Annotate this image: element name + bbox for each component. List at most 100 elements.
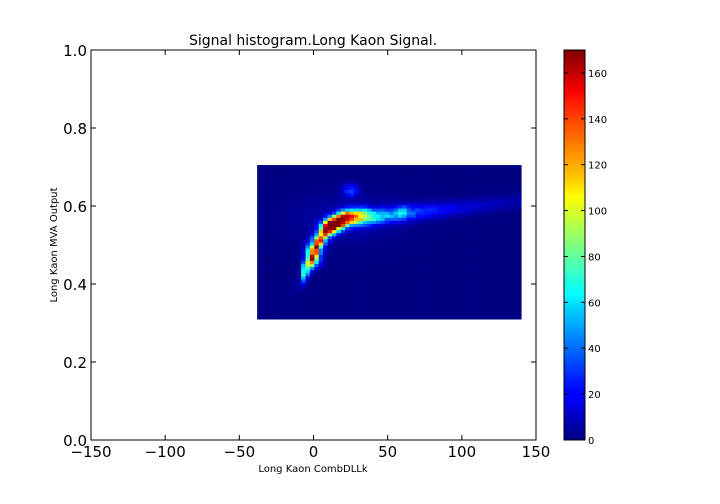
heatmap-cell	[415, 189, 421, 194]
heatmap-cell	[375, 165, 381, 169]
heatmap-cell	[402, 186, 408, 191]
heatmap-cell	[415, 165, 421, 169]
heatmap-cell	[292, 205, 298, 209]
heatmap-cell	[270, 168, 276, 172]
heatmap-cell	[336, 177, 342, 181]
heatmap-cell	[419, 171, 425, 175]
heatmap-cell	[301, 275, 306, 280]
heatmap-cell	[428, 220, 434, 224]
heatmap-cell	[323, 272, 328, 277]
heatmap-cell	[411, 263, 416, 268]
heatmap-cell	[345, 269, 350, 274]
heatmap-cell	[362, 186, 368, 191]
heatmap-cell	[437, 300, 443, 305]
heatmap-cell	[450, 257, 456, 261]
heatmap-cell	[393, 242, 399, 246]
heatmap-cell	[441, 306, 447, 311]
heatmap-cell	[397, 214, 403, 218]
heatmap-cell	[305, 174, 311, 178]
heatmap-cell	[419, 220, 425, 224]
heatmap-cell	[428, 248, 434, 252]
heatmap-cell	[406, 171, 412, 175]
heatmap-cell	[459, 186, 465, 191]
heatmap-cell	[516, 235, 522, 240]
heatmap-cell	[516, 226, 522, 231]
heatmap-cell	[485, 208, 491, 212]
heatmap-cell	[455, 214, 460, 218]
heatmap-cell	[433, 211, 438, 215]
heatmap-cell	[279, 248, 284, 252]
heatmap-cell	[362, 269, 368, 274]
heatmap-cell	[441, 220, 447, 224]
heatmap-cell	[455, 245, 460, 249]
heatmap-cell	[415, 186, 421, 191]
heatmap-cell	[380, 205, 386, 209]
heatmap-cell	[345, 248, 350, 252]
heatmap-cell	[318, 312, 324, 317]
heatmap-cell	[411, 214, 416, 218]
heatmap-cell	[512, 220, 518, 224]
heatmap-cell	[428, 312, 434, 317]
heatmap-cell	[406, 214, 412, 218]
heatmap-cell	[481, 165, 487, 169]
heatmap-cell	[380, 217, 386, 221]
heatmap-cell	[477, 232, 482, 237]
heatmap-cell	[468, 208, 474, 212]
heatmap-cell	[309, 165, 315, 169]
heatmap-cell	[446, 223, 452, 228]
heatmap-cell	[309, 171, 315, 175]
heatmap-cell	[393, 217, 399, 221]
heatmap-cell	[327, 303, 333, 308]
heatmap-cell	[477, 177, 482, 181]
heatmap-cell	[331, 220, 337, 224]
heatmap-cell	[345, 254, 350, 258]
heatmap-cell	[512, 195, 518, 200]
heatmap-cell	[274, 229, 280, 234]
heatmap-cell	[309, 180, 315, 184]
heatmap-cell	[375, 229, 381, 234]
heatmap-cell	[380, 251, 386, 255]
heatmap-cell	[261, 202, 267, 206]
heatmap-cell	[314, 312, 320, 317]
heatmap-cell	[463, 168, 469, 172]
heatmap-cell	[270, 266, 276, 271]
heatmap-cell	[296, 254, 302, 258]
heatmap-cell	[261, 208, 267, 212]
heatmap-cell	[393, 312, 399, 317]
heatmap-cell	[402, 294, 408, 298]
heatmap-cell	[490, 272, 496, 277]
heatmap-cell	[331, 192, 337, 197]
heatmap-cell	[371, 180, 377, 184]
heatmap-cell	[353, 294, 359, 298]
heatmap-cell	[428, 272, 434, 277]
heatmap-cell	[499, 263, 504, 268]
heatmap-cell	[463, 288, 469, 292]
heatmap-cell	[446, 272, 452, 277]
heatmap-cell	[375, 282, 381, 286]
heatmap-cell	[323, 266, 328, 271]
heatmap-cell	[481, 297, 487, 302]
heatmap-cell	[472, 214, 478, 218]
heatmap-cell	[279, 202, 284, 206]
heatmap-cell	[477, 285, 482, 289]
heatmap-cell	[287, 165, 293, 169]
heatmap-cell	[441, 266, 447, 271]
heatmap-cell	[301, 297, 306, 302]
heatmap-cell	[371, 257, 377, 261]
heatmap-cell	[463, 177, 469, 181]
heatmap-cell	[279, 260, 284, 265]
heatmap-cell	[279, 251, 284, 255]
heatmap-cell	[318, 238, 324, 243]
heatmap-cell	[459, 217, 465, 221]
heatmap-cell	[362, 316, 368, 320]
heatmap-cell	[472, 192, 478, 197]
heatmap-cell	[402, 183, 408, 188]
heatmap-cell	[309, 214, 315, 218]
heatmap-cell	[397, 279, 403, 283]
heatmap-cell	[402, 192, 408, 197]
heatmap-cell	[397, 288, 403, 292]
heatmap-cell	[257, 171, 262, 175]
heatmap-cell	[441, 242, 447, 246]
heatmap-cell	[327, 282, 333, 286]
heatmap-cell	[331, 266, 337, 271]
